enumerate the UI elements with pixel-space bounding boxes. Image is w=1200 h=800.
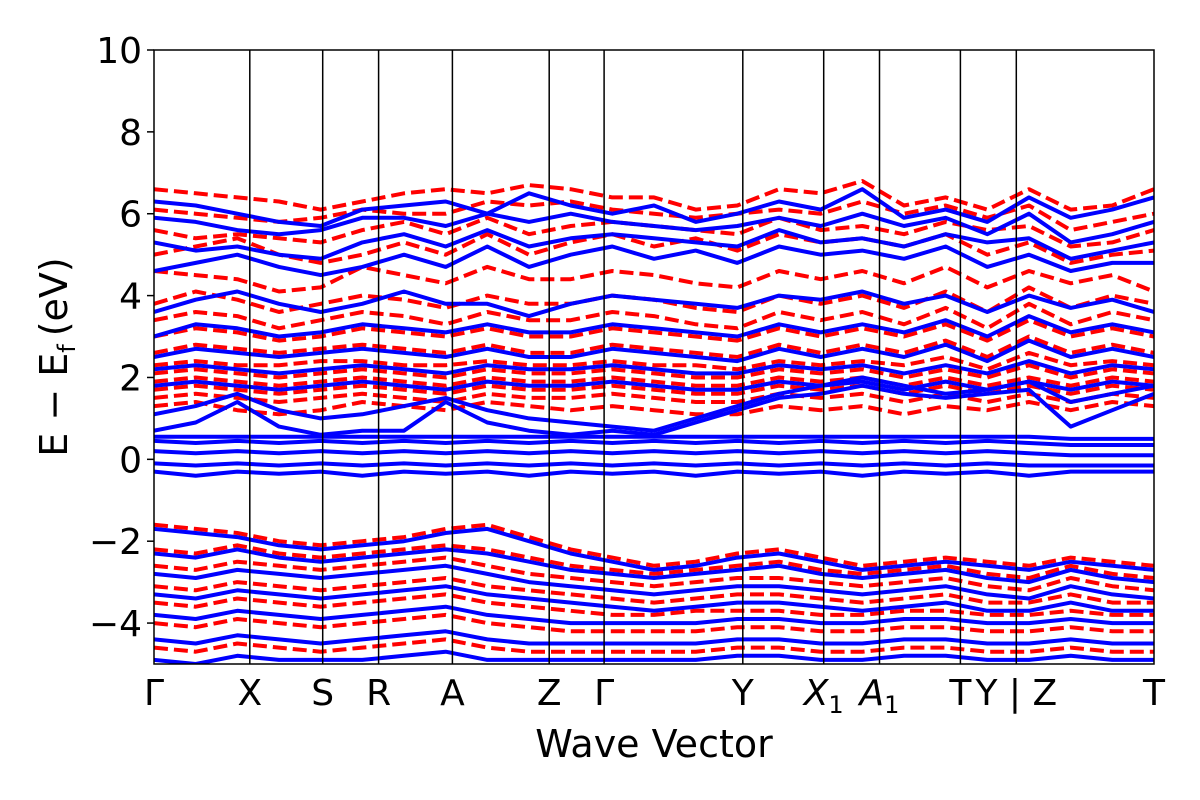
- dashed-band-line: [154, 363, 1154, 380]
- solid-band-line: [154, 629, 1154, 646]
- dashed-band-line: [154, 592, 1154, 617]
- dashed-band-line: [154, 637, 1154, 654]
- solid-band-line: [154, 187, 1154, 228]
- dashed-band-line: [154, 555, 1154, 593]
- x-tick-label: S: [311, 673, 334, 714]
- dashed-band-line: [154, 232, 1154, 265]
- x-tick-label: Y: [731, 673, 755, 714]
- x-tick-label: R: [366, 673, 391, 714]
- plot-frame: [153, 49, 1155, 665]
- y-tick-label: 2: [119, 358, 142, 399]
- x-axis-title: Wave Vector: [535, 722, 773, 766]
- y-axis-ticks: −4 −2 0 2 4 6 8 10: [89, 31, 154, 645]
- solid-band-line: [154, 438, 1154, 447]
- x-tick-label: T: [948, 673, 972, 714]
- solid-band-line: [154, 228, 1154, 261]
- x-tick-label: X: [237, 673, 262, 714]
- solid-band-line: [154, 604, 1154, 626]
- dashed-band-line: [154, 576, 1154, 605]
- dashed-band-line: [154, 543, 1154, 580]
- dashed-band-line: [154, 375, 1154, 388]
- solid-band-line: [154, 314, 1154, 339]
- dashed-band-line: [154, 391, 1154, 404]
- dashed-band-line: [154, 612, 1154, 634]
- bands-layer: [154, 179, 1154, 664]
- dashed-band-line: [154, 179, 1154, 212]
- solid-band-line: [154, 449, 1154, 458]
- y-tick-label: 4: [119, 277, 142, 318]
- x-tick-label: A1: [858, 673, 900, 719]
- high-symmetry-lines: [249, 50, 1018, 664]
- solid-band-line: [154, 375, 1154, 433]
- y-tick-label: 6: [119, 195, 142, 236]
- dashed-band-line: [154, 400, 1154, 417]
- solid-band-line: [154, 244, 1154, 278]
- solid-band-line: [154, 289, 1154, 319]
- solid-band-line: [154, 461, 1154, 468]
- x-tick-label: T: [1142, 673, 1166, 714]
- solid-band-line: [154, 434, 1154, 441]
- y-tick-label: 0: [119, 440, 142, 481]
- solid-band-line: [154, 649, 1154, 664]
- y-tick-label: 8: [119, 113, 142, 154]
- y-axis-title: E − Ef(eV): [32, 257, 81, 457]
- solid-band-line: [154, 584, 1154, 613]
- y-tick-label: −4: [89, 604, 142, 645]
- dashed-band-line: [154, 199, 1154, 233]
- x-tick-label: Γ: [594, 673, 614, 714]
- x-tick-label: Γ: [144, 673, 164, 714]
- solid-band-line: [154, 547, 1154, 585]
- solid-band-line: [154, 211, 1154, 245]
- dashed-band-line: [154, 350, 1154, 372]
- dashed-band-line: [154, 301, 1154, 331]
- dashed-band-line: [154, 522, 1154, 568]
- x-tick-label: X1: [802, 673, 844, 719]
- dashed-band-line: [154, 264, 1154, 294]
- y-tick-label: 10: [96, 31, 142, 72]
- solid-band-line: [154, 563, 1154, 601]
- x-tick-label: Y | Z: [974, 673, 1057, 714]
- dashed-band-line: [154, 383, 1154, 396]
- y-tick-label: −2: [89, 522, 142, 563]
- x-tick-label: A: [440, 673, 465, 714]
- dashed-band-line: [154, 334, 1154, 359]
- dashed-band-line: [154, 318, 1154, 343]
- solid-band-line: [154, 338, 1154, 364]
- solid-band-line: [154, 359, 1154, 376]
- x-tick-label: Z: [537, 673, 562, 714]
- solid-band-line: [154, 526, 1154, 572]
- solid-band-line: [154, 469, 1154, 478]
